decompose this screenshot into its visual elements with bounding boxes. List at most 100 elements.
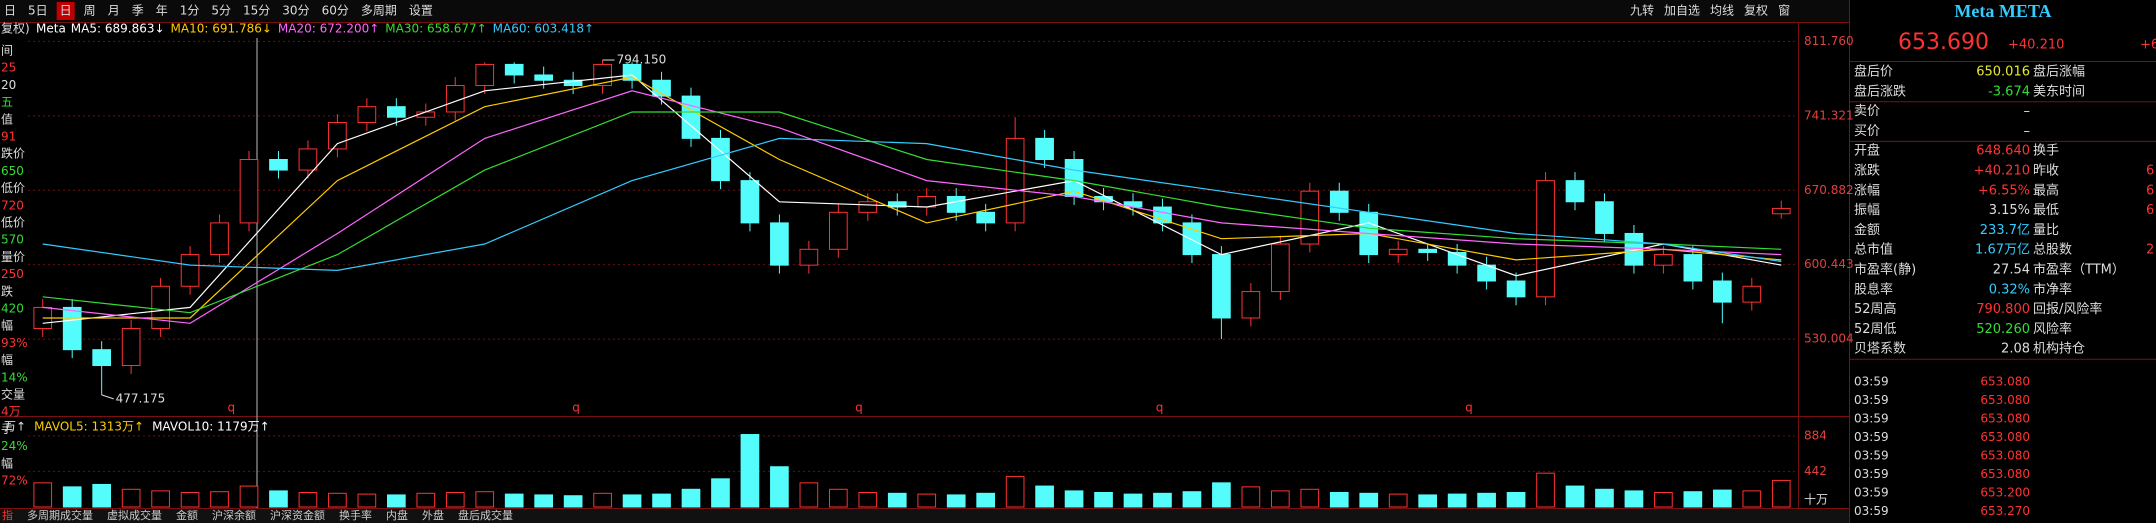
quote-label: 涨跌 [1854, 163, 1880, 179]
candle-body [269, 158, 288, 171]
side-label: 24% [1, 439, 28, 453]
candle-body [1153, 206, 1172, 224]
toolbar-tab[interactable]: 1分 [180, 4, 200, 18]
bottom-tab[interactable]: 指 [2, 508, 13, 522]
side-label: 570 [1, 233, 24, 247]
volume-bar [62, 486, 82, 508]
volume-bar [799, 482, 819, 508]
volume-bar [887, 492, 907, 508]
toolbar-tab[interactable]: 30分 [282, 4, 309, 18]
toolbar-action[interactable]: 加自选 [1664, 4, 1700, 18]
toolbar-tab[interactable]: 多周期 [361, 4, 397, 18]
toolbar-tab[interactable]: 15分 [243, 4, 270, 18]
candle-body [1270, 243, 1290, 293]
volume-bar [504, 493, 524, 508]
toolbar-tab[interactable]: 设置 [409, 4, 433, 18]
candle-body [534, 74, 554, 81]
candle-body [504, 63, 524, 76]
side-label: 跌价 [1, 146, 25, 161]
candle-body [1683, 254, 1703, 282]
volume-bar [1241, 486, 1261, 508]
quote-label: 换手 [2033, 144, 2059, 159]
low-label: 477.175 [116, 391, 166, 405]
bottom-tab[interactable]: 虚拟成交量 [107, 508, 162, 522]
tick-price: 653.080 [1980, 375, 2030, 389]
volume-bar [210, 491, 229, 508]
toolbar-tab[interactable]: 60分 [322, 4, 349, 18]
y-tick-label: 600.443 [1804, 257, 1854, 271]
tick-time: 03:59 [1854, 393, 1889, 407]
toolbar-action[interactable]: 窗 [1778, 4, 1790, 18]
volume-tick-label: 442 [1804, 464, 1827, 478]
bottom-tab[interactable]: 沪深资金额 [270, 508, 325, 522]
candle-body [1654, 254, 1673, 266]
volume-bar [269, 490, 288, 508]
toolbar-tab[interactable]: 周 [84, 4, 96, 18]
indicator: MA60: 603.418↑ [493, 22, 594, 36]
bottom-tab[interactable]: 外盘 [422, 508, 444, 522]
volume-bar [770, 466, 789, 508]
quote-label: 振幅 [1854, 203, 1880, 218]
volume-bar [1771, 479, 1791, 508]
ma-line [42, 90, 1782, 324]
candle-body [1241, 291, 1261, 319]
volume-bar [33, 482, 53, 508]
volume-bar [1388, 493, 1408, 508]
volume-bar [828, 488, 848, 508]
bottom-tab[interactable]: 换手率 [339, 508, 372, 522]
event-marker: q [855, 401, 863, 415]
toolbar-tab[interactable]: 年 [156, 4, 168, 18]
indicator-cut: 复权) [1, 22, 30, 36]
bottom-tab[interactable]: 内盘 [386, 508, 408, 522]
toolbar-tab[interactable]: 季 [132, 4, 144, 18]
quote-label: 市盈率(静) [1854, 262, 1916, 278]
event-marker: q [228, 401, 236, 415]
tick-time: 03:59 [1854, 467, 1889, 481]
toolbar-tab[interactable]: 5日 [28, 4, 48, 18]
toolbar-tab[interactable]: 日 [60, 4, 72, 18]
toolbar-tab[interactable]: 月 [108, 4, 120, 18]
quote-label: 盘后涨跌 [1854, 83, 1906, 99]
volume-bar [328, 492, 347, 508]
volume-bar [534, 494, 554, 508]
volume-tick-label: 884 [1804, 428, 1827, 442]
toolbar-action[interactable]: 均线 [1710, 4, 1734, 18]
toolbar [0, 0, 1850, 22]
candle-body [858, 201, 878, 213]
volume-bar [357, 493, 377, 508]
candle-body [210, 222, 229, 256]
volume-indicator: MAVOL10: 1179万↑ [152, 420, 270, 434]
tick-price: 653.270 [1980, 504, 2030, 518]
bottom-tab[interactable]: 沪深余额 [212, 508, 256, 522]
y-tick-label: 741.321 [1804, 108, 1854, 122]
side-label: 4万 [1, 405, 21, 419]
indicator: MA20: 672.200↑ [278, 22, 379, 36]
quote-value: – [2024, 104, 2031, 119]
toolbar-action[interactable]: 九转 [1630, 3, 1654, 18]
candle-body [328, 122, 347, 150]
bottom-tab[interactable]: 多周期成交量 [27, 508, 93, 522]
candle-body [1005, 137, 1025, 224]
quote-label: 盘后价 [1854, 64, 1893, 80]
indicator-prefix: Meta [36, 22, 66, 36]
candle-body [386, 106, 406, 118]
quote-label: 市净率 [2033, 281, 2072, 297]
toolbar-action[interactable]: 复权 [1744, 4, 1768, 18]
tick-price: 653.080 [1980, 467, 2030, 481]
volume-bar [239, 485, 259, 508]
toolbar-tab[interactable]: 5分 [211, 4, 231, 18]
volume-bar [740, 434, 760, 508]
volume-indicator: MAVOL5: 1313万↑ [34, 420, 144, 434]
low-pointer [101, 394, 114, 400]
quote-label: 贝塔系数 [1854, 342, 1906, 357]
side-label: 手 [1, 422, 13, 436]
quote-label: 52周高 [1854, 301, 1897, 317]
side-label: 14% [1, 370, 28, 384]
quote-label: 金额 [1854, 222, 1880, 238]
candle-body [1565, 180, 1585, 203]
volume-bar [1565, 485, 1585, 508]
toolbar-tab[interactable]: 日 [4, 4, 16, 18]
bottom-tab[interactable]: 金额 [176, 508, 198, 522]
tick-price: 653.080 [1980, 393, 2030, 407]
bottom-tab[interactable]: 盘后成交量 [458, 508, 513, 522]
